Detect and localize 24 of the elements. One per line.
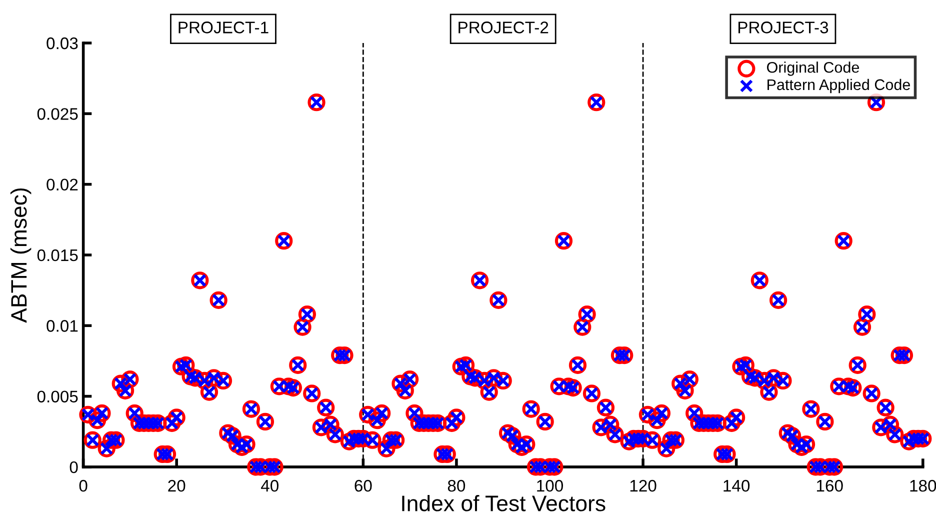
x-tick-label: 20 <box>168 480 186 492</box>
x-tick-label: 140 <box>724 480 750 492</box>
x-tick-label: 120 <box>630 480 656 492</box>
text: PROJECT-2 <box>458 22 548 34</box>
y-tick-label: 0 <box>70 461 78 474</box>
y-axis-title: ABTM (msec) <box>10 188 32 323</box>
y-tick-label: 0.01 <box>46 320 78 332</box>
text: PROJECT-3 <box>738 22 828 34</box>
x-tick-label: 160 <box>816 480 843 492</box>
x-tick-label: 100 <box>537 480 563 492</box>
y-tick-label: 0.005 <box>37 390 78 402</box>
text: PROJECT-1 <box>178 22 268 34</box>
x-tick-label: 40 <box>260 480 278 492</box>
x-axis-title: Index of Test Vectors <box>402 494 606 512</box>
x-tick-label: 0 <box>79 480 88 492</box>
y-tick-label: 0.025 <box>37 108 78 120</box>
y-tick-label: 0.02 <box>46 178 78 191</box>
x-tick-label: 180 <box>910 480 936 492</box>
legend-label: Original Code <box>767 62 860 76</box>
x-tick-label: 60 <box>354 480 372 492</box>
y-tick-label: 0.015 <box>37 249 78 262</box>
x-tick-label: 80 <box>448 480 466 492</box>
legend-label: Pattern Applied Code <box>768 78 910 94</box>
y-tick-label: 0.03 <box>46 37 78 50</box>
